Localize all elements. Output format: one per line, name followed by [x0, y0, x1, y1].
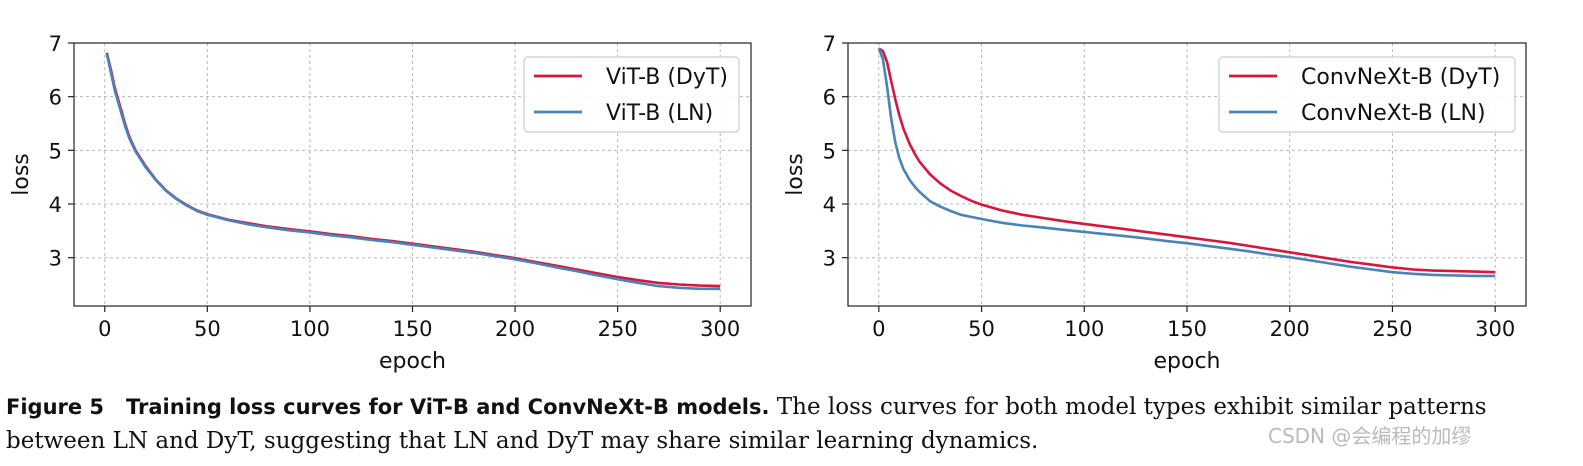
x-tick-label: 250: [1372, 317, 1412, 341]
x-tick-label: 150: [1167, 317, 1207, 341]
x-tick-label: 300: [1475, 317, 1515, 341]
legend-label: ConvNeXt-B (DyT): [1301, 65, 1500, 90]
y-axis-label: loss: [783, 153, 808, 196]
y-tick-label: 6: [823, 86, 836, 110]
figure-caption: Figure 5 Training loss curves for ViT-B …: [6, 390, 1576, 458]
x-tick-label: 0: [98, 317, 111, 341]
caption-text: The loss curves for both model types exh…: [6, 394, 1487, 454]
x-tick-label: 300: [700, 317, 740, 341]
x-tick-label: 50: [968, 317, 995, 341]
y-tick-label: 3: [823, 247, 836, 271]
y-tick-label: 6: [49, 86, 62, 110]
y-axis-label: loss: [9, 153, 34, 196]
series-line-dyt: [878, 47, 1496, 274]
y-tick-label: 5: [823, 139, 836, 163]
x-tick-label: 200: [495, 317, 535, 341]
legend-label: ViT-B (DyT): [606, 65, 728, 90]
legend-box: [1218, 56, 1516, 133]
y-tick-label: 7: [823, 32, 836, 56]
legend-label: ViT-B (LN): [606, 101, 713, 126]
x-axis-label: epoch: [1154, 349, 1221, 374]
chart-panel-1: 0 50 100 150 200 250 300 3 4 5 6 7 epoch loss ViT-B (D…: [9, 32, 752, 374]
series-line-ln: [105, 53, 721, 291]
caption-label: Figure 5: [6, 395, 105, 419]
series-line-ln: [877, 47, 1496, 278]
x-tick-label: 0: [872, 317, 885, 341]
y-tick-label: 4: [49, 193, 62, 217]
legend-label: ConvNeXt-B (LN): [1301, 101, 1486, 126]
y-tick-label: 4: [823, 193, 836, 217]
chart-panel-2: 0 50 100 150 200 250 300 3 4 5 6 7 epoch loss ConvNeXt…: [783, 32, 1527, 374]
x-axis-label: epoch: [379, 349, 446, 374]
x-tick-label: 250: [598, 317, 638, 341]
x-tick-label: 150: [392, 317, 432, 341]
y-tick-label: 5: [49, 139, 62, 163]
caption-title: Training loss curves for ViT-B and ConvN…: [126, 395, 770, 419]
x-tick-label: 50: [194, 317, 221, 341]
y-tick-label: 7: [49, 32, 62, 56]
watermark: CSDN @会编程的加缪: [1268, 424, 1472, 448]
x-tick-label: 100: [1064, 317, 1104, 341]
x-tick-label: 200: [1270, 317, 1310, 341]
y-tick-label: 3: [49, 247, 62, 271]
x-tick-label: 100: [290, 317, 330, 341]
